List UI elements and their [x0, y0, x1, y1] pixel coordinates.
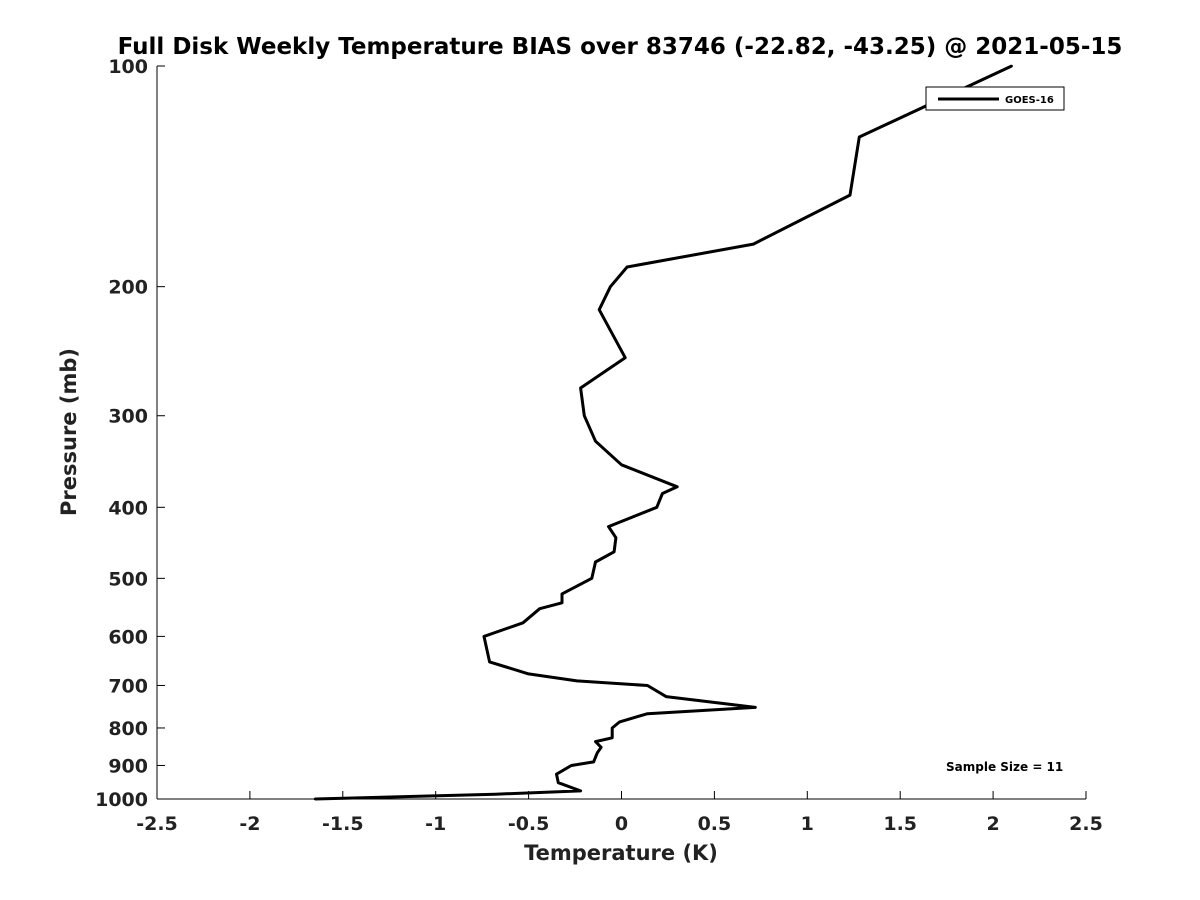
x-tick-label: 0: [615, 813, 628, 835]
data-point: [611, 736, 614, 739]
data-point: [590, 577, 593, 580]
data-point: [614, 536, 618, 539]
x-tick-label: -1.5: [322, 813, 364, 835]
x-tick-label: -0.5: [508, 813, 550, 835]
y-tick-label: 300: [108, 406, 148, 428]
data-point: [676, 485, 679, 488]
x-tick-label: 1: [801, 813, 814, 835]
data-point: [482, 635, 486, 638]
data-point: [583, 414, 586, 417]
y-tick-label: 800: [108, 718, 148, 740]
x-ticks: -2.5 -2 -1.5 -1 -0.5 0 0.5 1 1.5 2 2.5: [136, 791, 1103, 835]
y-tick-label: 400: [108, 497, 148, 519]
data-point: [646, 684, 649, 687]
data-point: [664, 695, 668, 698]
x-tick-label: -2: [239, 813, 260, 835]
series-line-goes-16: [314, 64, 1013, 801]
data-point: [575, 679, 579, 683]
data-point: [579, 386, 582, 390]
data-point: [570, 764, 573, 767]
data-point: [609, 285, 612, 288]
data-point: [488, 660, 491, 664]
data-point: [858, 135, 861, 139]
x-tick-label: 0.5: [698, 813, 732, 835]
y-tick-label: 900: [108, 755, 148, 777]
data-point: [521, 621, 525, 624]
data-point: [599, 746, 603, 749]
data-point: [624, 356, 627, 359]
x-tick-label: 1.5: [883, 813, 917, 835]
data-point: [625, 265, 629, 269]
data-point: [592, 760, 595, 764]
data-point: [612, 550, 616, 553]
y-tick-label: 1000: [95, 789, 148, 811]
data-point: [754, 706, 757, 709]
x-tick-label: 2.5: [1069, 813, 1103, 835]
axes: [156, 66, 1086, 800]
chart-title: Full Disk Weekly Temperature BIAS over 8…: [118, 34, 1123, 60]
data-point: [596, 751, 599, 754]
data-point: [661, 492, 664, 495]
data-point: [494, 793, 497, 796]
x-tick-label: 2: [986, 813, 999, 835]
data-point: [555, 773, 558, 776]
x-axis-label: Temperature (K): [524, 841, 718, 865]
y-tick-label: 600: [108, 626, 148, 648]
series-layer: [313, 64, 1013, 801]
data-point: [313, 797, 317, 801]
data-point: [646, 712, 649, 715]
data-point: [655, 506, 658, 509]
y-axis-label: Pressure (mb): [57, 348, 81, 516]
data-point: [560, 601, 564, 604]
y-tick-label: 100: [108, 56, 148, 78]
data-point: [538, 607, 541, 610]
data-point: [594, 440, 597, 443]
legend-label-goes-16: GOES-16: [1005, 95, 1054, 106]
data-point: [579, 789, 582, 793]
data-point: [752, 242, 755, 246]
y-tick-label: 200: [108, 277, 148, 299]
legend: GOES-16: [925, 86, 1065, 111]
data-point: [594, 560, 597, 564]
y-tick-label: 700: [108, 675, 148, 697]
data-point: [594, 740, 597, 743]
x-tick-label: -1: [425, 813, 446, 835]
data-point: [618, 720, 621, 724]
sample-size-annotation: Sample Size = 11: [946, 760, 1063, 774]
data-point: [1010, 64, 1013, 68]
data-point: [598, 308, 601, 311]
data-point: [560, 592, 564, 596]
x-tick-label: -2.5: [136, 813, 178, 835]
data-point: [611, 726, 614, 730]
data-point: [848, 193, 852, 197]
data-point: [607, 525, 610, 528]
data-point: [557, 781, 560, 784]
y-tick-label: 500: [108, 568, 148, 590]
y-ticks: 100 200 300 400 500 600 700 800 900 1000: [95, 56, 165, 811]
data-point: [620, 463, 623, 466]
data-point: [527, 672, 530, 676]
